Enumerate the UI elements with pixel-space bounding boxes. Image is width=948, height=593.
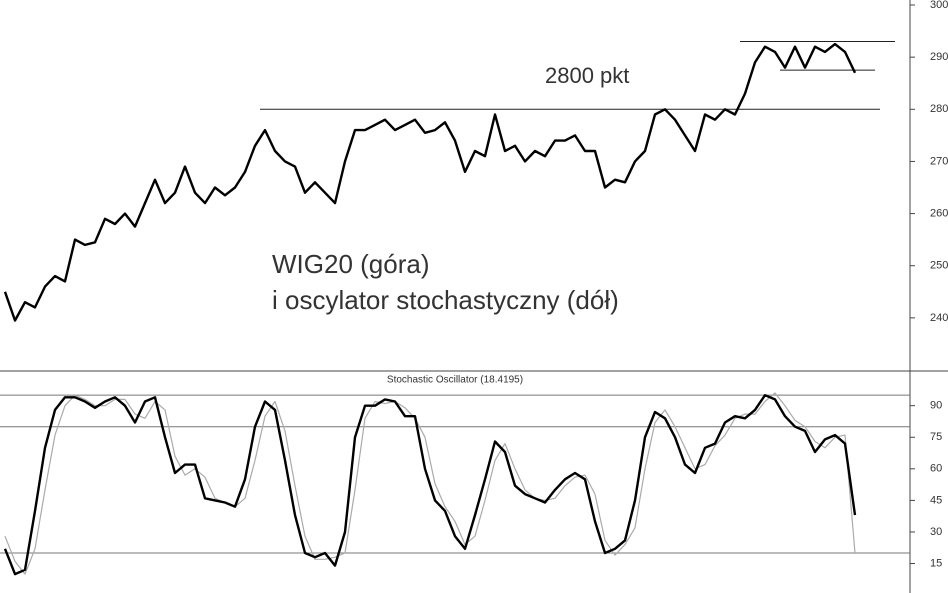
panel-title: Stochastic Oscillator (18.4195): [387, 375, 523, 386]
annotation: 2800 pkt: [545, 63, 629, 88]
series-line: [3, 42, 857, 322]
y-tick-label: 15: [930, 557, 942, 569]
y-tick-label: 2700: [930, 155, 948, 167]
y-tick-label: 2600: [930, 207, 948, 219]
y-tick-label: 30: [930, 526, 942, 538]
y-tick-label: 60: [930, 463, 942, 475]
y-tick-label: 2500: [930, 260, 948, 272]
y-tick-label: 90: [930, 400, 942, 412]
y-tick-label: 75: [930, 431, 942, 443]
y-tick-label: 2400: [930, 312, 948, 324]
series-line: [4, 392, 856, 575]
series-line: [3, 394, 857, 576]
y-tick-label: 2900: [930, 51, 948, 63]
y-tick-label: 45: [930, 494, 942, 506]
y-tick-label: 3000: [930, 0, 948, 11]
y-tick-label: 2800: [930, 103, 948, 115]
annotation: i oscylator stochastyczny (dół): [272, 285, 619, 315]
annotation: WIG20 (góra): [272, 249, 430, 279]
